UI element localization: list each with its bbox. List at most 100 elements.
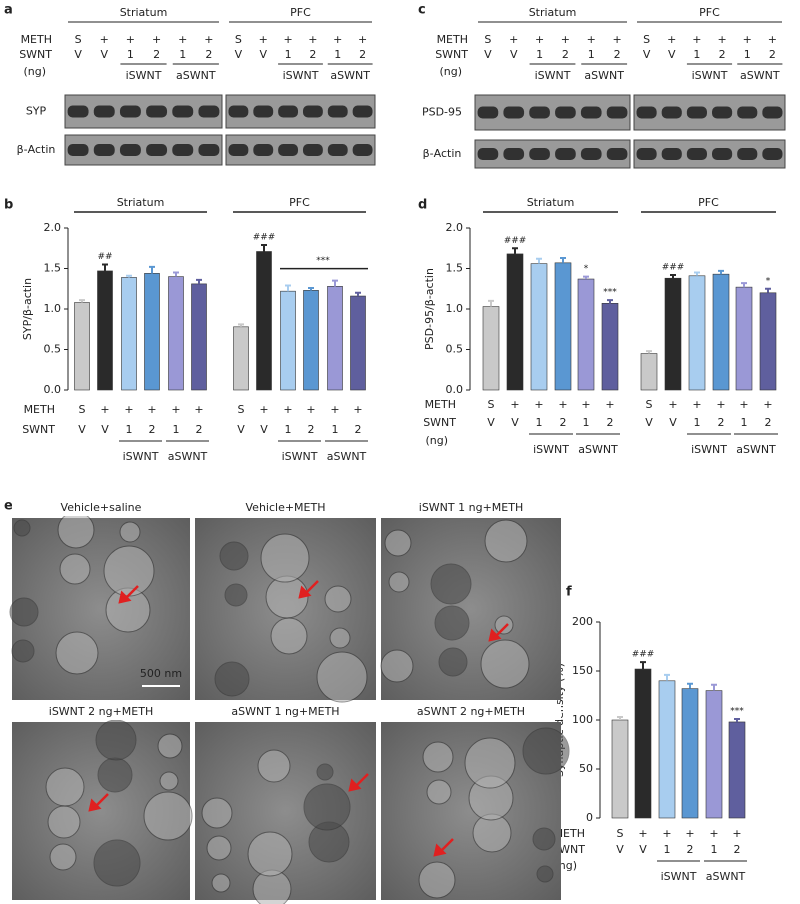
blot-band [529,106,550,119]
swnt-label: 1 [179,48,186,61]
meth-label: + [534,398,543,411]
error-bar [238,323,244,327]
error-bar [261,244,267,252]
meth-label: + [581,398,590,411]
meth-label: + [509,33,518,46]
error-bar [285,284,291,292]
swnt-label: V [237,423,245,436]
significance: ### [504,236,527,246]
bar [168,276,184,391]
meth-label: S [643,33,650,46]
swnt-label: 1 [285,423,292,436]
significance: * [584,264,589,274]
error-bar [79,299,85,303]
blot-band [352,144,373,156]
organelle [484,519,528,563]
error-bar [741,282,747,288]
bar [350,295,366,391]
swnt-label: V [78,423,86,436]
meth-label: + [605,398,614,411]
meth-label: + [283,33,292,46]
meth-label: + [668,398,677,411]
organelle [316,651,368,703]
meth-label: + [587,33,596,46]
swnt-label: 2 [153,48,160,61]
y-tick-label: 150 [572,664,593,677]
organelle [47,805,81,839]
organelle [59,553,91,585]
organelle [260,533,310,583]
blot-band [93,144,115,156]
blot-band [146,144,168,156]
blot-band [327,105,348,118]
y-tick-label: 1.5 [446,262,464,275]
row-label: SWNT [19,48,52,61]
significance: ### [632,650,655,660]
region-label: PFC [699,6,720,19]
organelle [380,649,414,683]
region-label: PFC [290,6,311,19]
blot-band [555,106,576,119]
micrograph [12,518,190,700]
swnt-label: 1 [334,48,341,61]
swnt-label: 2 [560,416,567,429]
band-label: SYP [26,105,47,118]
arrow [88,793,109,812]
swnt-label: 2 [769,48,776,61]
bar [482,306,500,391]
organelle [201,797,233,829]
y-tick-label: 0 [586,811,593,824]
blot-band [477,148,499,160]
bar [705,690,723,819]
error-bar [560,256,566,263]
subgroup-label: iSWNT [126,69,162,82]
swnt-label: 2 [607,416,614,429]
meth-label: + [558,398,567,411]
row-label: METH [425,398,456,411]
swnt-label: 1 [711,843,718,856]
band-label: β-Actin [423,147,462,160]
organelle [159,771,179,791]
bar [759,292,777,391]
blot-band [146,105,168,118]
label-bg [195,500,376,516]
meth-label: + [100,33,109,46]
error-bar [617,716,623,720]
swnt-label: 1 [127,48,134,61]
organelle [143,791,193,841]
bar [658,680,676,819]
bar [554,262,572,391]
organelle [206,835,232,861]
panel-letter: c [418,3,426,18]
row-label: (ng) [425,434,448,447]
bar [506,253,524,391]
organelle [13,519,31,537]
swnt-label: 2 [149,423,156,436]
blot-band [302,105,323,118]
blot-band [253,144,274,156]
organelle [11,639,35,663]
panel-letter: e [4,499,13,514]
organelle [97,757,133,793]
bar [640,353,658,391]
subgroup-label: iSWNT [533,443,569,456]
meth-label: + [306,403,315,416]
meth-label: + [739,398,748,411]
error-bar [536,257,542,264]
swnt-label: V [100,48,108,61]
swnt-label: 2 [718,416,725,429]
y-tick-label: 0.0 [446,383,464,396]
blot-strip [474,139,631,169]
organelle [426,779,452,805]
organelle [57,511,95,549]
error-bar [149,265,155,274]
meth-label: + [716,398,725,411]
blot-band [198,144,220,156]
meth-label: S [238,403,245,416]
meth-label: S [617,827,624,840]
meth-label: + [638,827,647,840]
bar [144,273,160,391]
meth-label: + [717,33,726,46]
subgroup-label: aSWNT [327,450,367,463]
swnt-label: 2 [308,423,315,436]
